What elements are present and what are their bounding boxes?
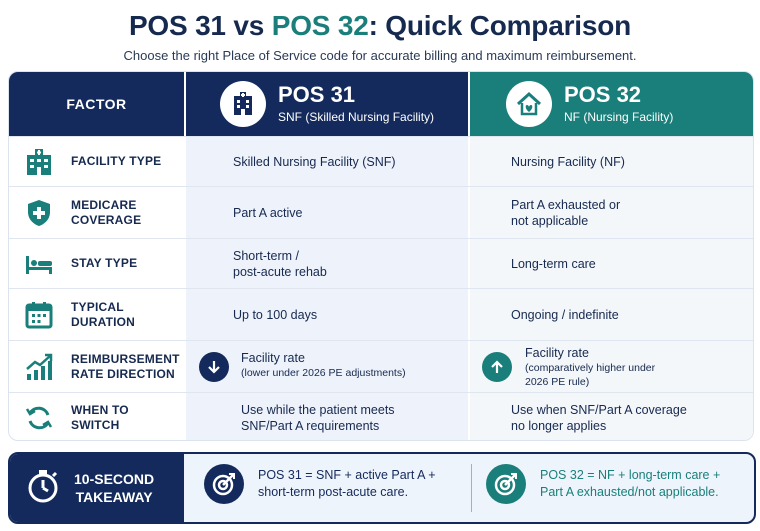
title-rest: : Quick Comparison xyxy=(368,10,632,41)
target-icon xyxy=(204,464,244,504)
arrow-down-icon xyxy=(199,352,229,382)
factor-label: FACILITY TYPE xyxy=(71,154,162,168)
takeaway-label-panel: 10-SECOND TAKEAWAY xyxy=(10,454,184,522)
pos32-code: POS 32 xyxy=(564,82,642,107)
title-pos31: POS 31 xyxy=(128,10,226,41)
pos31-value: Short-term / post-acute rehab xyxy=(233,249,327,279)
takeaway-pos32: POS 32 = NF + long-term care + Part A exh… xyxy=(486,464,720,504)
factor-label: STAY TYPE xyxy=(71,256,138,270)
pos31-code: POS 31 xyxy=(278,82,356,107)
pos31-desc: SNF (Skilled Nursing Facility) xyxy=(278,110,435,124)
hospital-icon xyxy=(220,81,266,127)
pos32-value: Part A exhausted or not applicable xyxy=(511,198,621,228)
comparison-table: FACTOR POS 31 SNF (Skilled Nursing Facil… xyxy=(8,71,754,441)
takeaway-label: 10-SECOND TAKEAWAY xyxy=(74,471,155,505)
pos32-header: POS 32 NF (Nursing Facility) xyxy=(470,72,753,136)
row-facility-type: FACILITY TYPE Skilled Nursing Facility (… xyxy=(9,136,753,186)
takeaway-pos31: POS 31 = SNF + active Part A + short-term… xyxy=(204,464,436,504)
pos32-value: Ongoing / indefinite xyxy=(511,308,619,322)
takeaway-box: 10-SECOND TAKEAWAY POS 31 = SNF + active … xyxy=(8,452,756,524)
takeaway-divider xyxy=(471,464,472,512)
row-stay-type: STAY TYPE Short-term / post-acute rehab L… xyxy=(9,238,753,288)
pos32-value: Use when SNF/Part A coverage no longer ap… xyxy=(511,403,687,433)
pos32-desc: NF (Nursing Facility) xyxy=(564,110,674,124)
factor-label: MEDICARE COVERAGE xyxy=(71,198,142,227)
page-subtitle: Choose the right Place of Service code f… xyxy=(123,48,637,63)
refresh-icon xyxy=(23,402,55,434)
arrow-up-icon xyxy=(482,352,512,382)
row-medicare-coverage: MEDICARE COVERAGE Part A active Part A ex… xyxy=(9,186,753,238)
factor-label: TYPICAL DURATION xyxy=(71,300,136,329)
row-when-to-switch: WHEN TO SWITCH Use while the patient meet… xyxy=(9,392,753,440)
takeaway-pos32-text: POS 32 = NF + long-term care + Part A exh… xyxy=(540,468,721,499)
row-typical-duration: TYPICAL DURATION Up to 100 days Ongoing /… xyxy=(9,288,753,340)
takeaway-pos31-text: POS 31 = SNF + active Part A + short-term… xyxy=(258,468,436,499)
title-pos32: POS 32 xyxy=(271,10,369,41)
factor-label: WHEN TO SWITCH xyxy=(71,403,129,432)
pos32-value: Facility rate (comparatively higher unde… xyxy=(525,346,656,388)
pos31-value: Skilled Nursing Facility (SNF) xyxy=(233,155,396,169)
bed-icon xyxy=(23,248,55,280)
pos31-value: Up to 100 days xyxy=(233,308,318,322)
stopwatch-icon xyxy=(26,468,60,509)
pos31-header: POS 31 SNF (Skilled Nursing Facility) xyxy=(186,72,468,136)
shield-plus-icon xyxy=(23,197,55,229)
pos31-value: Use while the patient meets SNF/Part A re… xyxy=(241,403,395,433)
target-icon xyxy=(486,464,526,504)
pos31-value: Facility rate (lower under 2026 PE adjus… xyxy=(241,351,406,379)
factor-label: REIMBURSEMENT RATE DIRECTION xyxy=(71,352,180,381)
house-icon xyxy=(506,81,552,127)
factor-header: FACTOR xyxy=(9,72,184,136)
row-reimbursement-rate: REIMBURSEMENT RATE DIRECTION Facility rat… xyxy=(9,340,753,392)
pos32-value: Nursing Facility (NF) xyxy=(511,155,625,169)
page-title: POS 31 vs POS 32: Quick Comparison xyxy=(0,10,760,42)
pos32-value: Long-term care xyxy=(511,257,596,271)
pos31-value: Part A active xyxy=(233,206,303,220)
title-vs: vs xyxy=(225,10,272,41)
building-icon xyxy=(23,146,55,178)
calendar-icon xyxy=(23,299,55,331)
trend-chart-icon xyxy=(23,351,55,383)
